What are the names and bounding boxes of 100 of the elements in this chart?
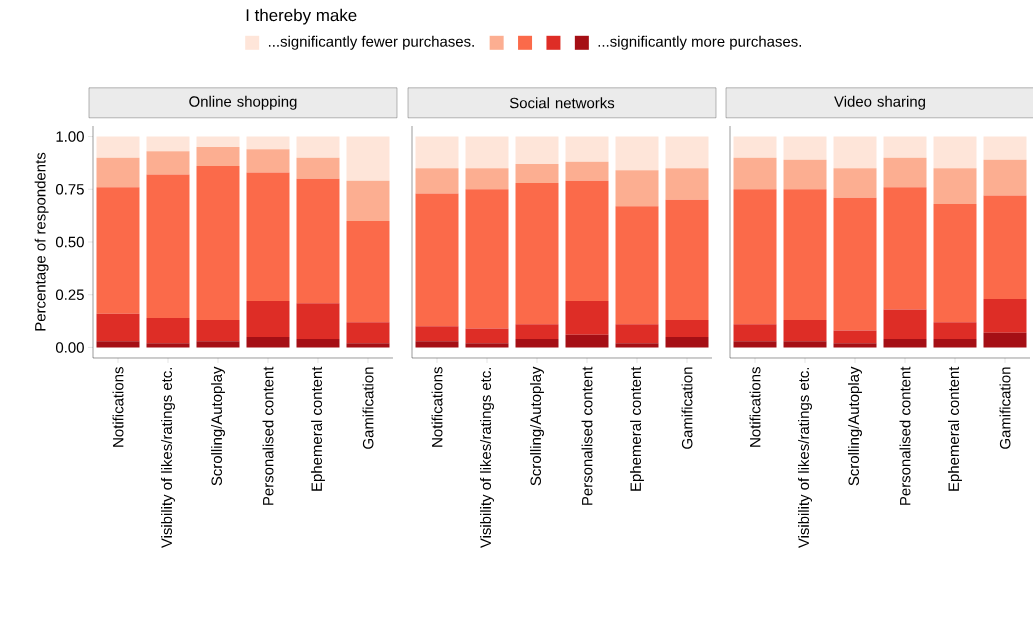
- bar: [933, 322, 977, 340]
- bar: [196, 147, 240, 167]
- bar: [983, 136, 1027, 160]
- x-tick-label: Notifications: [431, 367, 443, 447]
- bar: [933, 168, 977, 205]
- bar: [615, 136, 659, 171]
- bar: [96, 136, 140, 158]
- bar: [465, 189, 509, 329]
- x-tick-label: Notifications: [749, 367, 761, 447]
- bar: [415, 193, 459, 327]
- bar: [96, 157, 140, 188]
- bar: [296, 136, 340, 158]
- bar: [465, 343, 509, 348]
- x-tick-label: Gamification: [999, 367, 1011, 449]
- x-tick-label: Ephemeral content: [311, 366, 325, 491]
- bar: [565, 180, 609, 302]
- bar: [983, 195, 1027, 299]
- bar: [933, 339, 977, 348]
- bar: [883, 339, 927, 348]
- legend-label: ...significantly fewer purchases.: [268, 35, 474, 50]
- bar: [833, 330, 877, 344]
- bar: [196, 320, 240, 342]
- bar: [665, 136, 709, 169]
- bar: [933, 136, 977, 169]
- bar: [783, 320, 827, 342]
- x-tick-label: Scrolling/Autoplay: [530, 366, 544, 486]
- bar: [296, 303, 340, 340]
- bar: [565, 161, 609, 181]
- bar: [515, 136, 559, 164]
- bar: [346, 322, 390, 344]
- bar: [415, 168, 459, 194]
- chart-title: Online shopping: [189, 95, 297, 110]
- bar: [96, 187, 140, 314]
- bar: [733, 157, 777, 190]
- bar: [783, 159, 827, 190]
- x-tick-label: Ephemeral content: [630, 366, 644, 491]
- bar: [96, 313, 140, 342]
- bar: [196, 136, 240, 148]
- bar: [515, 339, 559, 348]
- bar: [465, 168, 509, 190]
- bar: [833, 168, 877, 198]
- x-tick-label: Visibility of likes/ratings etc.: [798, 367, 812, 549]
- bar: [246, 336, 290, 348]
- y-tick-label: 0.25: [55, 289, 84, 301]
- x-tick-label: Personalised content: [581, 366, 593, 505]
- y-axis-title: Percentage of respondents: [34, 152, 49, 331]
- bar: [415, 326, 459, 342]
- bar: [196, 166, 240, 321]
- bar: [933, 204, 977, 323]
- bar: [833, 197, 877, 331]
- x-tick-label: Gamification: [362, 367, 374, 449]
- bar: [96, 341, 140, 348]
- bar: [883, 157, 927, 188]
- bar: [883, 309, 927, 340]
- bar: [346, 343, 390, 348]
- x-tick-label: Ephemeral content: [948, 366, 962, 491]
- bar: [615, 206, 659, 325]
- bar: [615, 324, 659, 344]
- bar: [246, 172, 290, 302]
- bar: [246, 149, 290, 173]
- y-tick-label: 1.00: [56, 131, 84, 142]
- bar: [296, 339, 340, 348]
- bar: [246, 301, 290, 337]
- bar: [783, 136, 827, 160]
- bar: [346, 136, 390, 181]
- x-tick-label: Personalised content: [262, 366, 274, 505]
- bar: [733, 136, 777, 158]
- bar: [146, 317, 190, 344]
- legend-label: ...significantly more purchases.: [598, 35, 801, 50]
- chart-title: Social networks: [509, 97, 615, 109]
- bar: [783, 341, 827, 348]
- legend-title: I thereby make: [246, 8, 357, 25]
- bar: [146, 174, 190, 318]
- x-tick-label: Notifications: [112, 367, 124, 447]
- bar: [833, 136, 877, 169]
- x-tick-label: Visibility of likes/ratings etc.: [161, 367, 175, 549]
- bar: [296, 178, 340, 304]
- bar: [146, 343, 190, 348]
- bar: [565, 334, 609, 348]
- bar: [983, 332, 1027, 348]
- bar: [515, 324, 559, 340]
- x-tick-label: Personalised content: [899, 366, 911, 505]
- bar: [665, 336, 709, 348]
- y-tick-label: 0.00: [55, 342, 84, 353]
- bar: [983, 298, 1027, 333]
- bar: [565, 301, 609, 335]
- bar: [983, 159, 1027, 196]
- bar: [783, 189, 827, 321]
- x-tick-label: Scrolling/Autoplay: [848, 366, 862, 486]
- bar: [296, 157, 340, 179]
- bar: [415, 136, 459, 169]
- bar: [515, 182, 559, 325]
- chart-title: Video sharing: [834, 95, 925, 110]
- bar: [615, 170, 659, 207]
- bar: [565, 136, 609, 162]
- bar: [733, 341, 777, 348]
- bar: [196, 341, 240, 348]
- bar: [465, 328, 509, 344]
- bar: [833, 343, 877, 348]
- bar: [883, 187, 927, 310]
